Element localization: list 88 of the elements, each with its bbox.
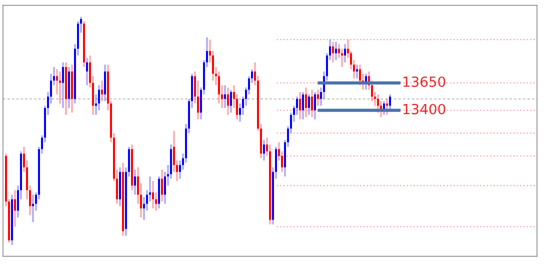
candlestick (338, 43, 340, 59)
candlestick (317, 88, 319, 107)
candlestick (221, 84, 223, 109)
candlestick (299, 91, 301, 120)
candlestick (17, 184, 19, 218)
candlestick (182, 152, 184, 170)
candlestick (134, 168, 136, 196)
annotation: 13650 (403, 76, 446, 87)
candlestick (161, 168, 163, 202)
candlestick (296, 96, 298, 116)
candlestick (308, 93, 310, 116)
candlestick (29, 184, 31, 216)
candlestick (278, 141, 280, 162)
candlestick (347, 38, 349, 59)
candlestick (359, 64, 361, 86)
candlestick (200, 86, 202, 120)
candlestick (293, 104, 295, 123)
candlestick (50, 72, 52, 104)
candlestick (335, 41, 337, 61)
candlestick (179, 160, 181, 180)
candlestick (356, 64, 358, 80)
candlestick (212, 50, 214, 82)
candlestick (326, 52, 328, 82)
candlestick (173, 130, 175, 173)
candlestick (197, 80, 199, 120)
candlestick (311, 88, 313, 118)
candlestick (167, 164, 169, 186)
candlestick (86, 56, 88, 86)
candlestick (14, 189, 16, 228)
candlestick (239, 102, 241, 123)
candlestick (143, 196, 145, 221)
candlestick (155, 192, 157, 212)
candlestick (251, 68, 253, 84)
candlestick (248, 75, 250, 96)
candlestick (371, 80, 373, 102)
candlestick (89, 54, 91, 88)
candlestick (140, 182, 142, 218)
candlestick (227, 86, 229, 116)
candlestick (302, 91, 304, 120)
candlestick (254, 62, 256, 86)
annotation: 13400 (403, 104, 446, 114)
candlestick (287, 125, 289, 148)
candlestick (329, 38, 331, 61)
candlestick (41, 134, 43, 154)
candlestick (104, 64, 106, 102)
candlestick (230, 88, 232, 114)
candlestick (236, 93, 238, 120)
candlestick (209, 38, 211, 64)
candlestick (350, 50, 352, 70)
candlestick (332, 41, 334, 64)
candlestick (266, 136, 268, 157)
candlestick (218, 70, 220, 104)
candlestick (281, 150, 283, 173)
candlestick (137, 166, 139, 205)
candlestick (56, 68, 58, 96)
candlestick (233, 84, 235, 109)
candlestick (314, 91, 316, 120)
candlestick (26, 160, 28, 200)
candlestick (374, 91, 376, 107)
candlestick (47, 91, 49, 116)
candlestick (92, 75, 94, 116)
candlestick (53, 66, 55, 86)
candlestick (80, 16, 82, 34)
candlestick (305, 86, 307, 118)
candlestick (164, 171, 166, 205)
candlestick (101, 80, 103, 102)
candlestick (290, 112, 292, 134)
candlestick (146, 189, 148, 212)
candlestick (59, 70, 61, 104)
candlestick (275, 146, 277, 180)
candlestick (206, 36, 208, 68)
candlestick (23, 146, 25, 173)
candlestick (152, 180, 154, 210)
candlestick (116, 168, 118, 205)
candlestick (320, 86, 322, 107)
candlestick (128, 146, 130, 178)
candlestick (62, 62, 64, 109)
candlestick (176, 160, 178, 182)
candlestick (194, 70, 196, 104)
candlestick (263, 139, 265, 162)
candlestick (242, 96, 244, 116)
candlestick (35, 192, 37, 212)
candlestick (224, 84, 226, 109)
candlestick (389, 93, 391, 112)
candlestick (344, 43, 346, 64)
candlestick (98, 84, 100, 112)
candlestick (353, 59, 355, 80)
candlestick (245, 86, 247, 107)
